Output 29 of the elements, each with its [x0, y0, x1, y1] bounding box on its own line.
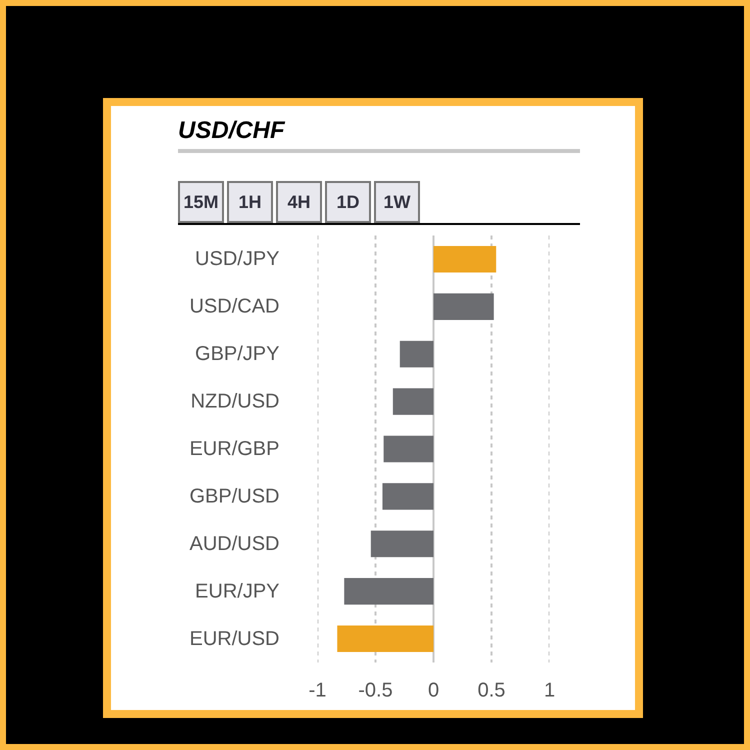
bar	[337, 625, 434, 652]
bar	[382, 483, 434, 510]
y-tick-label: NZD/USD	[190, 390, 280, 413]
text: 15M	[183, 191, 218, 214]
text: 1D	[336, 191, 360, 214]
y-tick-label: EUR/USD	[189, 628, 280, 650]
bar	[400, 340, 434, 368]
text: 1H	[238, 191, 262, 214]
bar	[384, 436, 434, 462]
y-tick-label: GBP/USD	[189, 485, 280, 508]
chart-title: USD/CHF	[178, 116, 285, 146]
x-tick-label: 1	[544, 680, 556, 702]
y-tick-label: EUR/JPY	[195, 580, 280, 602]
x-tick-label: -0.5	[358, 680, 393, 702]
x-tick-label: -1	[308, 680, 326, 702]
bar	[434, 293, 494, 320]
y-tick-label: USD/JPY	[195, 248, 280, 270]
y-tick-label: GBP/JPY	[195, 343, 280, 366]
bar	[344, 578, 434, 605]
text: 1W	[384, 191, 410, 214]
y-tick-label: USD/CAD	[189, 296, 280, 318]
text: 4H	[287, 191, 310, 214]
y-tick-label: EUR/GBP	[189, 438, 280, 460]
bar	[392, 388, 434, 415]
x-tick-label: 0	[428, 680, 440, 702]
bar	[370, 530, 434, 558]
x-tick-label: 0.5	[478, 680, 506, 702]
y-tick-label: AUD/USD	[189, 532, 280, 555]
bar	[434, 246, 496, 273]
